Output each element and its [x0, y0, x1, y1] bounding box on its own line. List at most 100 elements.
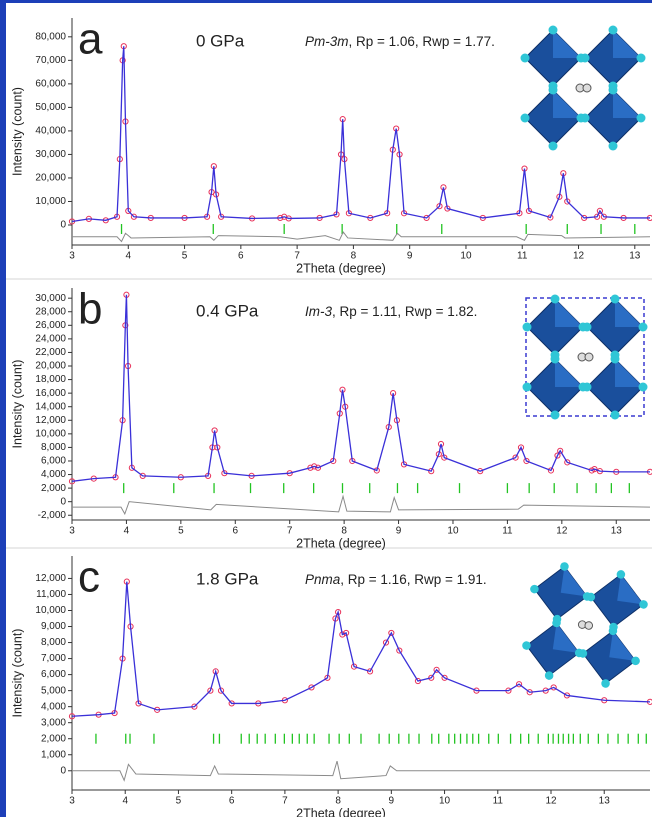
calculated-line	[71, 294, 650, 482]
y-axis-title: Intensity (count)	[10, 87, 24, 176]
observed-point	[382, 639, 390, 646]
y-tick-label: 22,000	[35, 347, 66, 358]
x-tick-label: 12	[545, 796, 557, 807]
y-tick-label: 10,000	[35, 605, 66, 616]
x-tick-label: 7	[294, 251, 300, 262]
y-tick-label: 20,000	[35, 361, 66, 372]
observed-point	[591, 466, 598, 473]
x-tick-label: 7	[282, 796, 288, 807]
x-tick-label: 4	[125, 251, 131, 262]
x-tick-label: 3	[69, 251, 75, 262]
observed-point	[433, 666, 440, 673]
y-tick-label: 12,000	[35, 415, 66, 426]
y-tick-label: 20,000	[35, 173, 66, 184]
x-tick-label: 11	[517, 251, 528, 262]
difference-curve	[72, 761, 650, 782]
frame-top	[0, 0, 652, 3]
y-tick-label: 40,000	[35, 126, 66, 137]
y-tick-label: 30,000	[35, 293, 66, 304]
pressure-label: 0 GPa	[196, 31, 245, 50]
y-tick-label: 8,000	[41, 442, 66, 453]
panel-letter: b	[78, 285, 102, 334]
observed-point	[547, 214, 554, 221]
panel: 0 10,000 20,000 30,000 40,000 50,000 60,000 70,…	[10, 15, 652, 275]
difference-curve	[72, 231, 651, 243]
y-tick-label: 24,000	[35, 334, 66, 345]
observed-point	[373, 467, 380, 474]
x-tick-label: 3	[69, 526, 75, 537]
x-tick-label: 6	[232, 526, 238, 537]
y-tick-label: 28,000	[35, 306, 66, 317]
y-tick-label: 4,000	[41, 469, 66, 480]
frame-left	[0, 0, 6, 817]
pressure-label: 1.8 GPa	[196, 569, 259, 588]
y-tick-label: 0	[60, 496, 66, 507]
y-tick-label: 2,000	[41, 733, 66, 744]
x-tick-label: 9	[389, 796, 395, 807]
x-tick-label: 4	[124, 526, 130, 537]
panel-letter: a	[78, 15, 103, 64]
y-tick-label: 6,000	[41, 456, 66, 467]
x-tick-label: 6	[238, 251, 244, 262]
observed-point	[477, 468, 484, 475]
x-tick-label: 11	[502, 526, 513, 537]
observed-point	[512, 454, 519, 461]
x-tick-label: 10	[439, 796, 451, 807]
x-tick-label: 13	[611, 526, 623, 537]
refinement-label: Pnma, Rp = 1.16, Rwp = 1.91.	[305, 572, 487, 587]
x-tick-label: 6	[229, 796, 235, 807]
observed-point	[441, 674, 448, 681]
observed-point	[396, 647, 403, 654]
pressure-label: 0.4 GPa	[196, 301, 259, 320]
x-tick-label: 8	[335, 796, 341, 807]
observed-point	[557, 447, 564, 454]
refinement-label: Pm-3m, Rp = 1.06, Rwp = 1.77.	[305, 34, 495, 49]
x-axis-title: 2Theta (degree)	[296, 806, 386, 817]
x-tick-label: 5	[182, 251, 188, 262]
panel: -2,000 0 2,000 4,000 6,000 8,000 10,000 12,000 1…	[10, 285, 652, 550]
observed-point	[517, 444, 525, 451]
x-tick-label: 3	[69, 796, 75, 807]
calculated-line	[71, 46, 650, 223]
y-tick-label: 5,000	[41, 685, 66, 696]
x-tick-label: 4	[122, 796, 128, 807]
y-tick-label: 26,000	[35, 320, 66, 331]
x-tick-label: 8	[341, 526, 347, 537]
fit-statistics: , Rp = 1.16, Rwp = 1.91.	[340, 572, 486, 587]
y-tick-label: 10,000	[35, 196, 66, 207]
x-tick-label: 12	[556, 526, 568, 537]
observed-point	[308, 684, 315, 691]
x-axis-title: 2Theta (degree)	[296, 536, 386, 550]
y-tick-label: 0	[60, 220, 66, 231]
panel-letter: c	[78, 553, 100, 602]
x-tick-label: 12	[573, 251, 585, 262]
x-tick-label: 10	[447, 526, 459, 537]
x-tick-label: 5	[176, 796, 182, 807]
y-tick-label: 9,000	[41, 621, 66, 632]
y-tick-label: 6,000	[41, 669, 66, 680]
space-group: Pnma	[305, 572, 341, 587]
observed-point	[596, 207, 604, 214]
observed-point	[550, 684, 557, 691]
y-tick-label: 4,000	[41, 701, 66, 712]
plots: 010,00020,00030,00040,00050,00060,00070,…	[10, 15, 652, 817]
observed-point	[564, 459, 571, 466]
x-tick-label: 13	[629, 251, 641, 262]
x-axis-title: 2Theta (degree)	[296, 261, 386, 275]
y-tick-label: 7,000	[41, 653, 66, 664]
y-tick-label: 12,000	[35, 573, 66, 584]
x-tick-label: 8	[351, 251, 357, 262]
observed-point	[207, 687, 214, 694]
observed-point	[388, 629, 395, 637]
x-tick-label: 11	[493, 796, 504, 807]
y-tick-label: 60,000	[35, 79, 66, 90]
y-tick-label: 11,000	[36, 589, 66, 600]
observed-point	[523, 457, 530, 465]
observed-point	[212, 668, 219, 675]
x-tick-label: 9	[407, 251, 413, 262]
observed-point	[366, 668, 374, 675]
y-tick-label: 70,000	[35, 55, 66, 66]
y-tick-label: 0	[60, 765, 66, 776]
space-group: Pm-3m	[305, 34, 349, 49]
observed-point	[314, 464, 322, 471]
